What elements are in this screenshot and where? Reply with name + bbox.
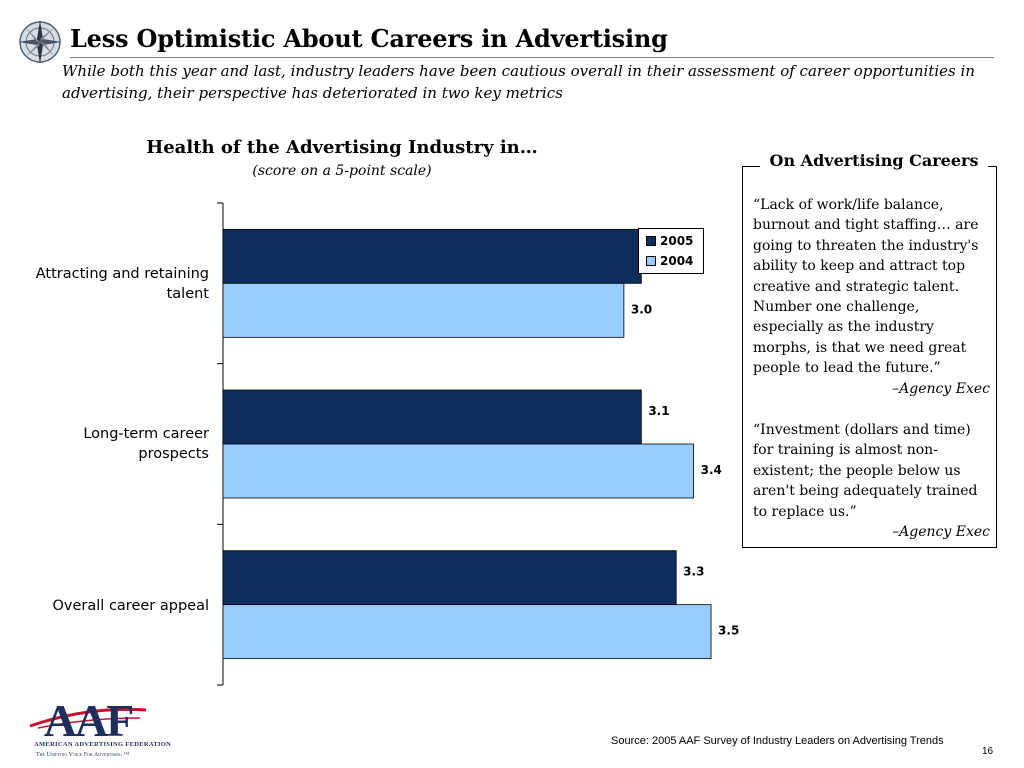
compass-logo-icon: [18, 20, 62, 64]
bar-2005-prospects: [222, 389, 642, 445]
legend-item-2005: 2005: [646, 233, 693, 249]
data-label-2004-appeal: 3.5: [718, 624, 739, 638]
quote-1-text: “Lack of work/life balance, burnout and …: [753, 197, 979, 377]
title-divider: [70, 57, 994, 58]
quote-1: “Lack of work/life balance, burnout and …: [753, 195, 990, 399]
legend-item-2004: 2004: [646, 253, 693, 269]
aaf-logo: AAF: [29, 695, 147, 746]
slide-subtitle: While both this year and last, industry …: [62, 62, 975, 102]
logo-name: American Advertising Federation: [34, 741, 172, 748]
data-label-2004-talent: 3.0: [631, 302, 652, 316]
bar-2005-appeal: [222, 550, 677, 606]
data-label-2005-appeal: 3.3: [683, 565, 704, 579]
page-number: 16: [982, 746, 994, 757]
legend-swatch-2004: [646, 256, 656, 266]
data-label-2005-prospects: 3.1: [648, 404, 669, 418]
quote-2-attribution: –Agency Exec: [892, 524, 990, 541]
quote-1-attribution: –Agency Exec: [892, 380, 990, 397]
slide-title: Less Optimistic About Careers in Adverti…: [70, 24, 668, 53]
source-note: Source: 2005 AAF Survey of Industry Lead…: [611, 735, 944, 747]
chart-legend: 2005 2004: [638, 228, 704, 274]
bar-2005-talent: [222, 228, 642, 284]
category-label-appeal: Overall career appeal: [52, 598, 209, 614]
legend-swatch-2005: [646, 236, 656, 246]
data-label-2004-prospects: 3.4: [701, 463, 722, 477]
quote-2: “Investment (dollars and time) for train…: [753, 420, 990, 542]
bar-2004-appeal: [222, 604, 712, 660]
chart-title: Health of the Advertising Industry in…: [146, 137, 538, 158]
category-label-prospects: Long-term career prospects: [83, 426, 209, 462]
legend-label-2005: 2005: [660, 234, 694, 248]
quote-2-text: “Investment (dollars and time) for train…: [753, 422, 978, 520]
chart-subtitle: (score on a 5-point scale): [252, 163, 432, 179]
bar-2004-prospects: [222, 443, 695, 499]
bar-2004-talent: [222, 282, 625, 338]
category-label-talent: Attracting and retaining talent: [35, 266, 209, 302]
logo-letters: AAF: [44, 695, 133, 746]
quote-panel-heading: On Advertising Careers: [760, 151, 988, 170]
logo-tagline: The Unifying Voice For Advertising ™: [36, 752, 130, 758]
legend-label-2004: 2004: [660, 254, 694, 268]
